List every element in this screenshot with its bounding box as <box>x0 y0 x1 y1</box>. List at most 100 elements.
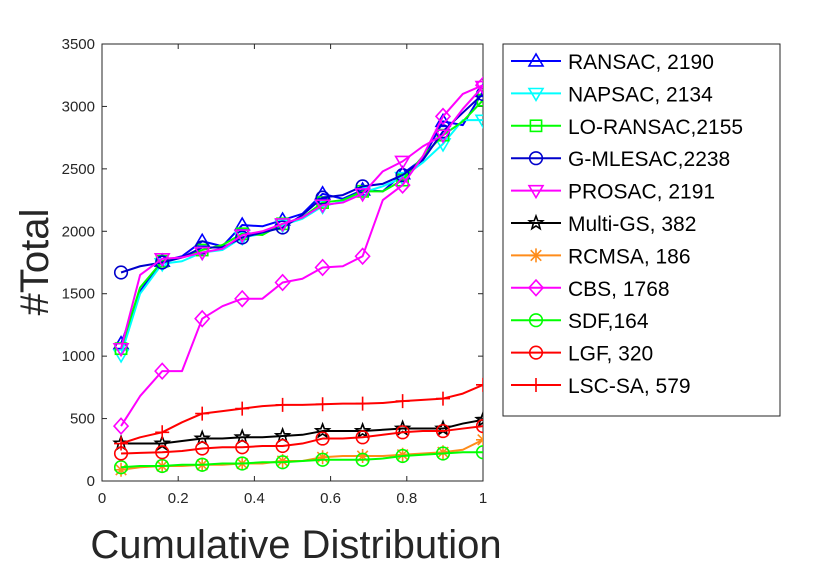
data-point <box>194 309 211 328</box>
y-tick-label: 2000 <box>62 223 95 240</box>
data-point <box>355 452 370 467</box>
data-point <box>235 456 250 471</box>
data-point <box>274 218 291 233</box>
data-point <box>474 410 483 428</box>
data-point <box>315 431 330 446</box>
legend-item: LSC-SA, 579 <box>511 375 691 398</box>
x-tick-label: 1 <box>479 490 487 507</box>
data-point <box>475 445 483 460</box>
legend-label: LGF, 320 <box>568 343 653 366</box>
legend-marker <box>527 87 545 102</box>
data-point <box>353 421 372 439</box>
y-tick-label: 2500 <box>62 161 95 178</box>
data-point <box>435 423 451 439</box>
data-point <box>315 190 330 205</box>
data-point <box>475 418 483 434</box>
x-tick-label: 0.2 <box>168 490 189 507</box>
data-point <box>195 441 210 456</box>
series-8 <box>113 445 483 475</box>
axes: 0 0.2 0.4 0.6 0.8 1 0 500 1000 1500 2000 2500 3000 35… <box>13 36 502 567</box>
data-point <box>434 107 452 126</box>
data-point <box>153 253 171 268</box>
legend-marker <box>527 278 545 297</box>
legend-item: SDF,164 <box>511 310 649 333</box>
legend-label: NAPSAC, 2134 <box>568 83 713 106</box>
legend-label: RCMSA, 186 <box>568 245 691 268</box>
data-point <box>235 230 250 245</box>
data-point <box>476 377 483 392</box>
legend-label: SDF,164 <box>568 310 649 333</box>
legend-label: RANSAC, 2190 <box>568 51 714 74</box>
data-point <box>315 397 330 412</box>
series-line <box>120 84 483 427</box>
legend-item: LGF, 320 <box>511 343 653 366</box>
data-point <box>355 449 370 464</box>
legend-label: LO-RANSAC,2155 <box>568 116 743 139</box>
legend-item: CBS, 1768 <box>511 278 670 301</box>
x-axis-label: Cumulative Distribution <box>90 523 501 567</box>
x-tick-label: 0 <box>98 490 106 507</box>
series-line <box>121 418 483 445</box>
data-point <box>434 129 452 144</box>
x-tick-label: 0.6 <box>320 490 341 507</box>
data-point <box>476 432 483 447</box>
data-point <box>314 258 331 277</box>
legend-marker <box>528 313 544 328</box>
data-point <box>395 448 410 464</box>
data-point <box>112 349 130 364</box>
legend-item: RCMSA, 186 <box>511 245 691 268</box>
y-tick-label: 3000 <box>62 98 95 115</box>
data-point <box>395 394 410 409</box>
data-point <box>275 455 290 470</box>
data-point <box>235 401 250 416</box>
data-point <box>395 447 410 462</box>
data-point <box>112 417 130 435</box>
legend: RANSAC, 2190 NAPSAC, 2134 LO-RANSAC,2155 G-… <box>502 43 781 417</box>
data-point <box>275 220 290 235</box>
legend-marker <box>528 345 544 360</box>
data-point <box>315 450 330 465</box>
legend-item: G-MLESAC,2238 <box>511 148 730 171</box>
data-point <box>155 458 170 474</box>
data-point <box>233 229 251 244</box>
legend-item: RANSAC, 2190 <box>511 51 714 74</box>
data-point <box>234 289 251 308</box>
series-line <box>120 85 483 349</box>
legend-marker <box>529 378 543 392</box>
data-point <box>313 421 332 439</box>
data-point <box>113 460 129 475</box>
legend-label: G-MLESAC,2238 <box>568 148 730 171</box>
data-point <box>314 199 331 214</box>
data-point <box>235 440 250 455</box>
data-point <box>155 425 170 440</box>
data-point <box>274 273 291 292</box>
y-tick-label: 1000 <box>62 348 95 365</box>
data-point <box>355 396 370 411</box>
series-line <box>120 451 483 469</box>
y-tick-label: 3500 <box>62 36 95 53</box>
series-7 <box>112 76 483 435</box>
legend-box <box>502 43 781 417</box>
data-point <box>275 438 290 454</box>
legend-marker <box>529 119 543 133</box>
data-point <box>435 391 450 406</box>
data-point <box>275 454 290 469</box>
data-point <box>154 362 171 381</box>
data-point <box>112 342 130 358</box>
series-line <box>121 425 483 455</box>
legend-label: CBS, 1768 <box>568 278 670 301</box>
legend-item: PROSAC, 2191 <box>511 181 715 204</box>
data-point <box>354 188 372 203</box>
data-point <box>155 445 170 460</box>
data-point <box>394 176 411 194</box>
data-point <box>354 247 371 266</box>
x-tick-label: 0.8 <box>396 490 417 507</box>
y-tick-label: 500 <box>70 411 95 428</box>
series-10 <box>114 377 483 451</box>
data-point <box>193 246 211 262</box>
data-point <box>434 138 452 153</box>
data-point <box>315 452 330 467</box>
series-line <box>120 119 483 356</box>
legend-marker <box>528 151 544 166</box>
